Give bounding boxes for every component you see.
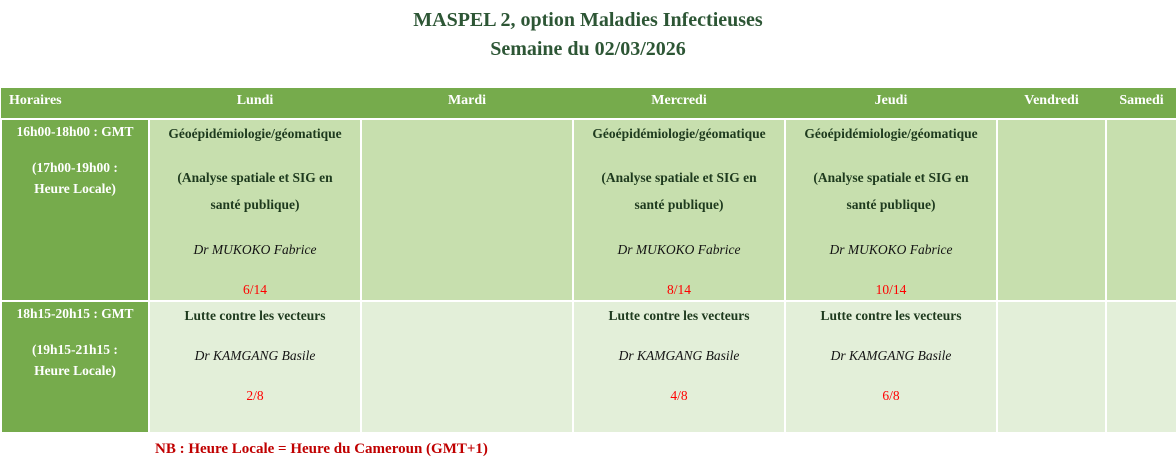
time-gmt: 18h15-20h15 : GMT — [16, 306, 134, 321]
course-detail-line2: santé publique) — [846, 197, 936, 212]
time-slot-cell: 18h15-20h15 : GMT (19h15-21h15 : Heure L… — [0, 300, 150, 434]
course-detail-line2: santé publique) — [634, 197, 724, 212]
time-local-line1: (19h15-21h15 : — [32, 342, 118, 357]
course-detail-line1: (Analyse spatiale et SIG en — [813, 170, 969, 185]
time-gmt: 16h00-18h00 : GMT — [16, 124, 134, 139]
course-detail-line2: santé publique) — [210, 197, 300, 212]
course-detail: (Analyse spatiale et SIG en santé publiq… — [154, 164, 356, 218]
time-local: (17h00-19h00 : Heure Locale) — [6, 158, 144, 200]
schedule-cell-vendredi-empty — [996, 118, 1107, 302]
page-title-line1: MASPEL 2, option Maladies Infectieuses — [413, 9, 763, 31]
column-header-lundi: Lundi — [149, 88, 361, 119]
schedule-table: Horaires Lundi Mardi Mercredi Jeudi Vend… — [0, 88, 1176, 434]
course-title: Lutte contre les vecteurs — [184, 308, 326, 323]
column-header-samedi: Samedi — [1106, 88, 1176, 119]
schedule-row-2: 18h15-20h15 : GMT (19h15-21h15 : Heure L… — [0, 300, 1176, 434]
course-detail-line1: (Analyse spatiale et SIG en — [177, 170, 333, 185]
time-slot-cell: 16h00-18h00 : GMT (17h00-19h00 : Heure L… — [0, 118, 150, 302]
page-title: MASPEL 2, option Maladies Infectieuses S… — [0, 6, 1176, 64]
course-detail: (Analyse spatiale et SIG en santé publiq… — [578, 164, 780, 218]
course-title: Lutte contre les vecteurs — [820, 308, 962, 323]
local-time-note: NB : Heure Locale = Heure du Cameroun (G… — [155, 441, 488, 457]
schedule-cell-lundi: Géoépidémiologie/géomatique (Analyse spa… — [148, 118, 362, 302]
time-local-line2: Heure Locale) — [34, 362, 116, 378]
schedule-cell-jeudi: Lutte contre les vecteurs Dr KAMGANG Bas… — [784, 300, 998, 434]
schedule-cell-lundi: Lutte contre les vecteurs Dr KAMGANG Bas… — [148, 300, 362, 434]
column-header-jeudi: Jeudi — [785, 88, 997, 119]
schedule-cell-samedi-empty — [1105, 300, 1176, 434]
course-title: Lutte contre les vecteurs — [608, 308, 750, 323]
column-header-mercredi: Mercredi — [573, 88, 785, 119]
time-local-line1: (17h00-19h00 : — [32, 160, 118, 175]
schedule-row-1: 16h00-18h00 : GMT (17h00-19h00 : Heure L… — [0, 118, 1176, 302]
course-title: Géoépidémiologie/géomatique — [168, 126, 342, 141]
schedule-cell-mardi-empty — [360, 118, 574, 302]
course-detail-line1: (Analyse spatiale et SIG en — [601, 170, 757, 185]
lecturer-name: Dr MUKOKO Fabrice — [193, 242, 317, 257]
column-header-mardi: Mardi — [361, 88, 573, 119]
session-count: 10/14 — [875, 282, 907, 297]
header-row: Horaires Lundi Mardi Mercredi Jeudi Vend… — [1, 88, 1176, 119]
lecturer-name: Dr KAMGANG Basile — [618, 348, 740, 363]
session-count: 6/14 — [242, 282, 267, 297]
session-count: 6/8 — [882, 388, 900, 403]
lecturer-name: Dr KAMGANG Basile — [194, 348, 316, 363]
course-title: Géoépidémiologie/géomatique — [804, 126, 978, 141]
lecturer-name: Dr MUKOKO Fabrice — [617, 242, 741, 257]
session-count: 2/8 — [246, 388, 264, 403]
column-header-horaires: Horaires — [1, 88, 149, 119]
schedule-cell-vendredi-empty — [996, 300, 1107, 434]
time-local: (19h15-21h15 : Heure Locale) — [6, 340, 144, 382]
schedule-cell-mercredi: Géoépidémiologie/géomatique (Analyse spa… — [572, 118, 786, 302]
schedule-cell-mercredi: Lutte contre les vecteurs Dr KAMGANG Bas… — [572, 300, 786, 434]
page-title-line2: Semaine du 02/03/2026 — [490, 38, 686, 60]
schedule-cell-mardi-empty — [360, 300, 574, 434]
column-header-vendredi: Vendredi — [997, 88, 1106, 119]
session-count: 4/8 — [670, 388, 688, 403]
lecturer-name: Dr KAMGANG Basile — [830, 348, 952, 363]
schedule-cell-jeudi: Géoépidémiologie/géomatique (Analyse spa… — [784, 118, 998, 302]
session-count: 8/14 — [666, 282, 691, 297]
course-detail: (Analyse spatiale et SIG en santé publiq… — [790, 164, 992, 218]
lecturer-name: Dr MUKOKO Fabrice — [829, 242, 953, 257]
time-local-line2: Heure Locale) — [34, 180, 116, 196]
course-title: Géoépidémiologie/géomatique — [592, 126, 766, 141]
schedule-cell-samedi-empty — [1105, 118, 1176, 302]
